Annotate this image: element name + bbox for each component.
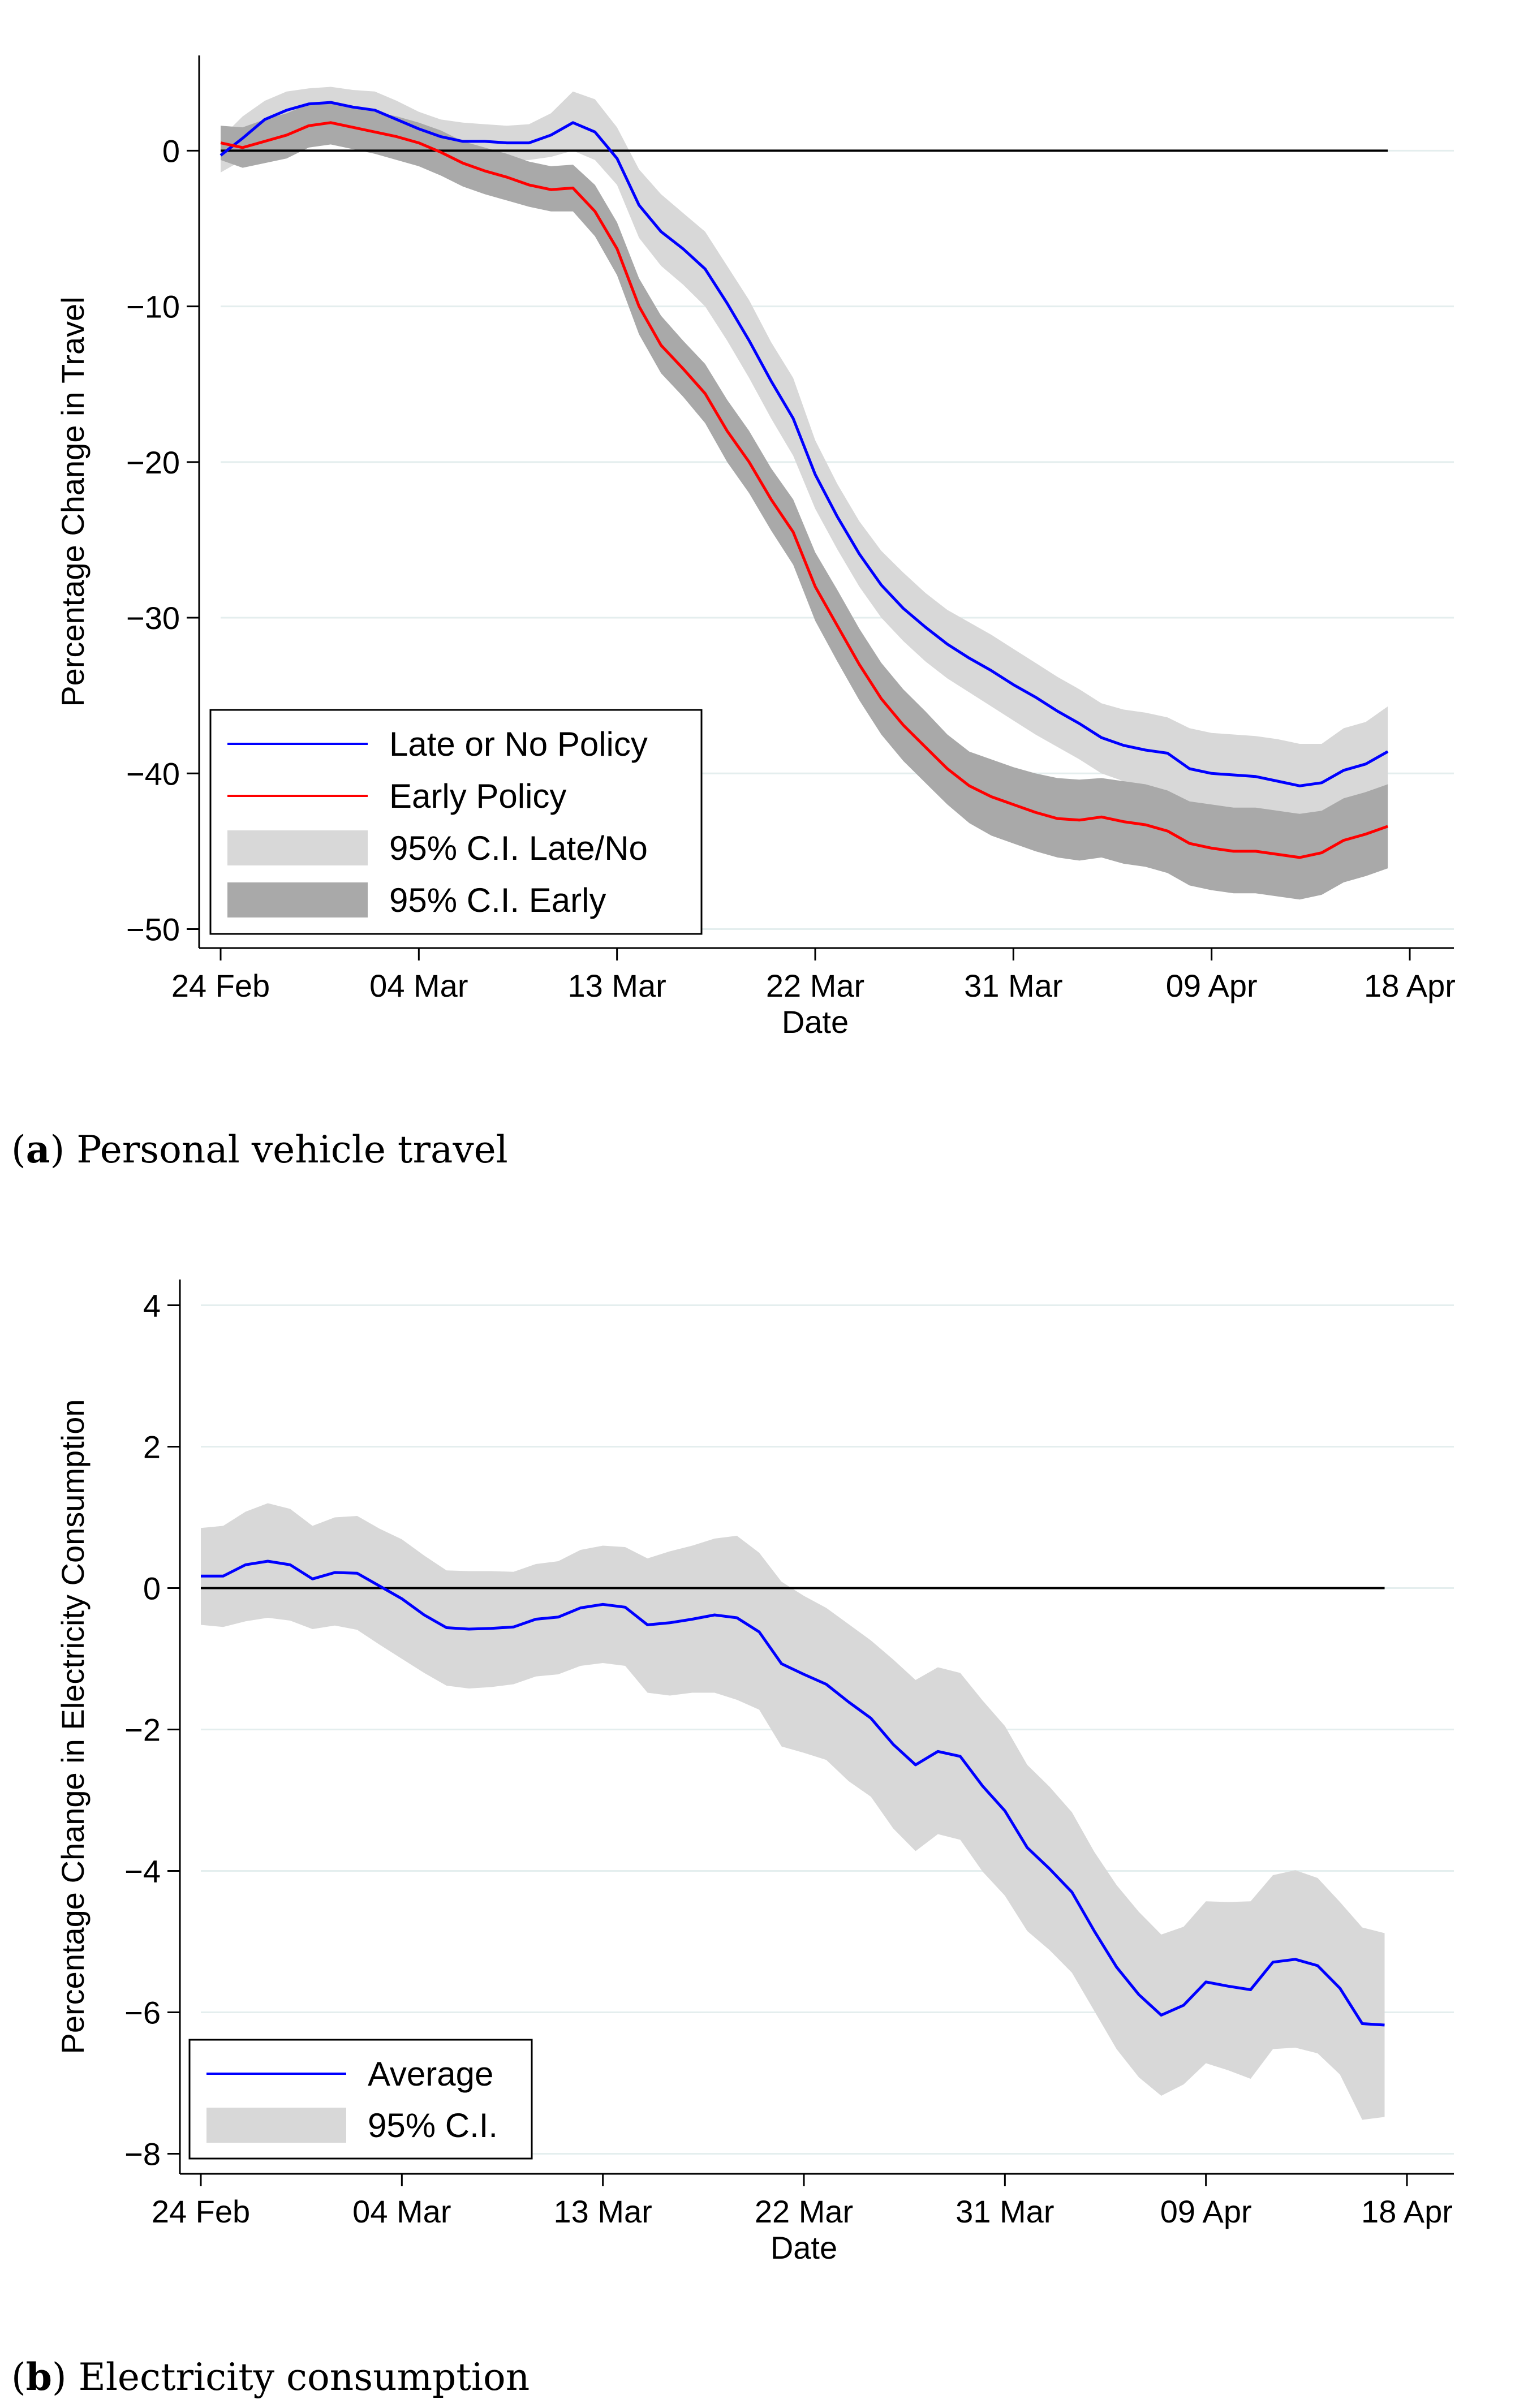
b-x-tick-label: 04 Mar (352, 2194, 451, 2229)
b-y-tick-label: 0 (143, 1571, 161, 1606)
panel-b-ci-bands (201, 1503, 1385, 2120)
b-x-tick-label: 09 Apr (1160, 2194, 1252, 2229)
panel-a-caption-text: Personal vehicle travel (76, 1128, 508, 1171)
a-y-tick-label: −50 (126, 911, 180, 947)
svg-text:(a) Personal vehicle travel: (a) Personal vehicle travel (11, 1127, 508, 1171)
legend-swatch-ci (206, 2108, 346, 2143)
panel-a-x-ticks: 24 Feb 04 Mar 13 Mar 22 Mar 31 Mar 09 Apr 18 A… (171, 948, 1456, 1003)
panel-b-y-ticks: 4 2 0 −2 −4 −6 −8 (124, 1288, 180, 2172)
panel-a-ci-bands (221, 87, 1388, 900)
b-y-tick-label: 4 (143, 1288, 161, 1324)
b-x-tick-label: 31 Mar (956, 2194, 1054, 2229)
a-series-line-late-or-no-policy (219, 101, 1389, 787)
b-x-tick-label: 18 Apr (1361, 2194, 1453, 2229)
panel-b-series-lines (201, 1560, 1385, 2027)
a-series-line-early-policy (220, 121, 1388, 859)
a-ci-band-series-2 (221, 101, 1388, 900)
legend-label-early-policy: Early Policy (389, 777, 566, 815)
panel-a-legend: Late or No Policy Early Policy 95% C.I. … (209, 709, 703, 935)
panel-b-x-axis-label: Date (771, 2230, 837, 2265)
legend-label-ci-early: 95% C.I. Early (389, 881, 606, 919)
a-x-tick-label: 31 Mar (964, 968, 1062, 1003)
legend-label-ci-late-no: 95% C.I. Late/No (389, 829, 648, 867)
legend-label-ci: 95% C.I. (368, 2107, 498, 2144)
a-y-tick-label: −40 (126, 756, 180, 791)
a-y-tick-label: −20 (126, 445, 180, 480)
panel-a-personal-vehicle-travel: 0 −10 −20 −30 −40 −50 24 Feb 04 Mar 13 Mar 22 Ma… (11, 55, 1456, 1171)
panel-b-x-ticks: 24 Feb 04 Mar 13 Mar 22 Mar 31 Mar 09 Apr 18 A… (152, 2174, 1453, 2229)
a-ci-band-series-1 (221, 87, 1388, 826)
b-x-tick-label: 13 Mar (554, 2194, 652, 2229)
a-y-tick-label: −30 (126, 600, 180, 636)
a-x-tick-label: 04 Mar (369, 968, 468, 1003)
b-x-tick-label: 24 Feb (152, 2194, 250, 2229)
panel-a-y-ticks: 0 −10 −20 −30 −40 −50 (126, 133, 199, 947)
a-x-tick-label: 13 Mar (568, 968, 666, 1003)
panel-b-caption-text: Electricity consumption (79, 2355, 530, 2399)
b-y-tick-label: −2 (124, 1712, 161, 1748)
b-x-tick-label: 22 Mar (755, 2194, 853, 2229)
a-y-tick-label: −10 (126, 289, 180, 325)
panel-b-caption: (b) Electricity consumption (11, 2355, 530, 2399)
b-y-tick-label: −4 (124, 1854, 161, 1889)
a-x-tick-label: 24 Feb (171, 968, 270, 1003)
legend-swatch-ci-late-no (227, 830, 368, 865)
legend-label-average: Average (368, 2055, 493, 2093)
panel-b-y-axis-label: Percentage Change in Electricity Consump… (55, 1399, 91, 2054)
legend-swatch-ci-early (227, 882, 368, 917)
panel-a-y-axis-label: Percentage Change in Travel (55, 296, 91, 707)
b-series-line-average (201, 1560, 1385, 2027)
panel-b-caption-label: b (26, 2355, 52, 2399)
panel-a-x-axis-label: Date (782, 1004, 849, 1040)
b-y-tick-label: 2 (143, 1429, 161, 1465)
panel-b-electricity-consumption: 4 2 0 −2 −4 −6 −8 24 Feb 04 Mar 13 Mar 22 Mar 31 M… (11, 1280, 1454, 2399)
panel-a-caption: (a) Personal vehicle travel (11, 1127, 508, 1171)
panel-a-series-lines (219, 101, 1389, 859)
a-x-tick-label: 18 Apr (1364, 968, 1456, 1003)
panel-b-legend: Average 95% C.I. (188, 2039, 533, 2160)
b-y-tick-label: −6 (124, 1995, 161, 2031)
a-x-tick-label: 09 Apr (1166, 968, 1258, 1003)
a-x-tick-label: 22 Mar (766, 968, 864, 1003)
panel-a-caption-label: a (26, 1127, 50, 1171)
b-ci-band-series-1 (201, 1503, 1385, 2120)
legend-label-late-or-no-policy: Late or No Policy (389, 725, 648, 763)
b-y-tick-label: −8 (124, 2136, 161, 2172)
a-y-tick-label: 0 (162, 133, 180, 169)
svg-text:(b) Electricity consumption: (b) Electricity consumption (11, 2355, 530, 2399)
